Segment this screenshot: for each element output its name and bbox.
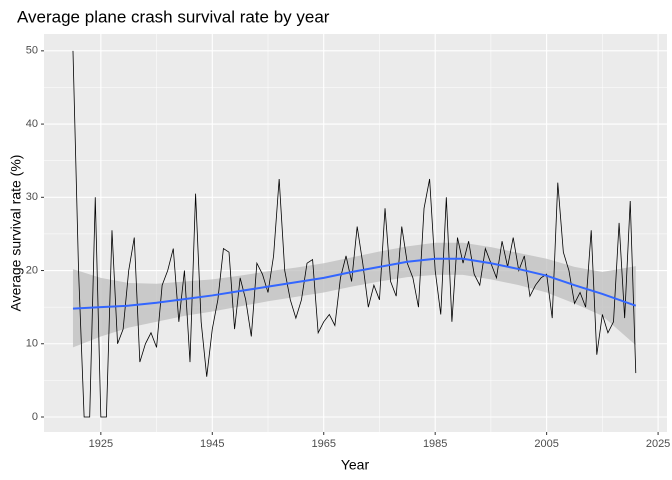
x-tick-label: 1985 [423, 438, 447, 450]
panel [44, 34, 667, 432]
x-tick-label: 2005 [534, 438, 558, 450]
data-line [72, 50, 637, 418]
x-tick-label: 2025 [646, 438, 670, 450]
x-tick-label: 1965 [311, 438, 335, 450]
y-tick-label: 0 [32, 411, 38, 423]
confidence-band [72, 242, 636, 348]
chart-title: Average plane crash survival rate by yea… [17, 7, 330, 26]
x-axis-title: Year [341, 457, 370, 473]
y-tick-label: 50 [26, 45, 38, 57]
smooth-line [72, 257, 637, 310]
y-tick-label: 20 [26, 264, 38, 276]
x-tick-label: 1945 [200, 438, 224, 450]
y-tick-label: 40 [26, 118, 38, 130]
y-tick-label: 30 [26, 191, 38, 203]
y-tick-label: 10 [26, 338, 38, 350]
y-axis-title: Average survival rate (%) [8, 155, 24, 312]
x-tick-label: 1925 [89, 438, 113, 450]
